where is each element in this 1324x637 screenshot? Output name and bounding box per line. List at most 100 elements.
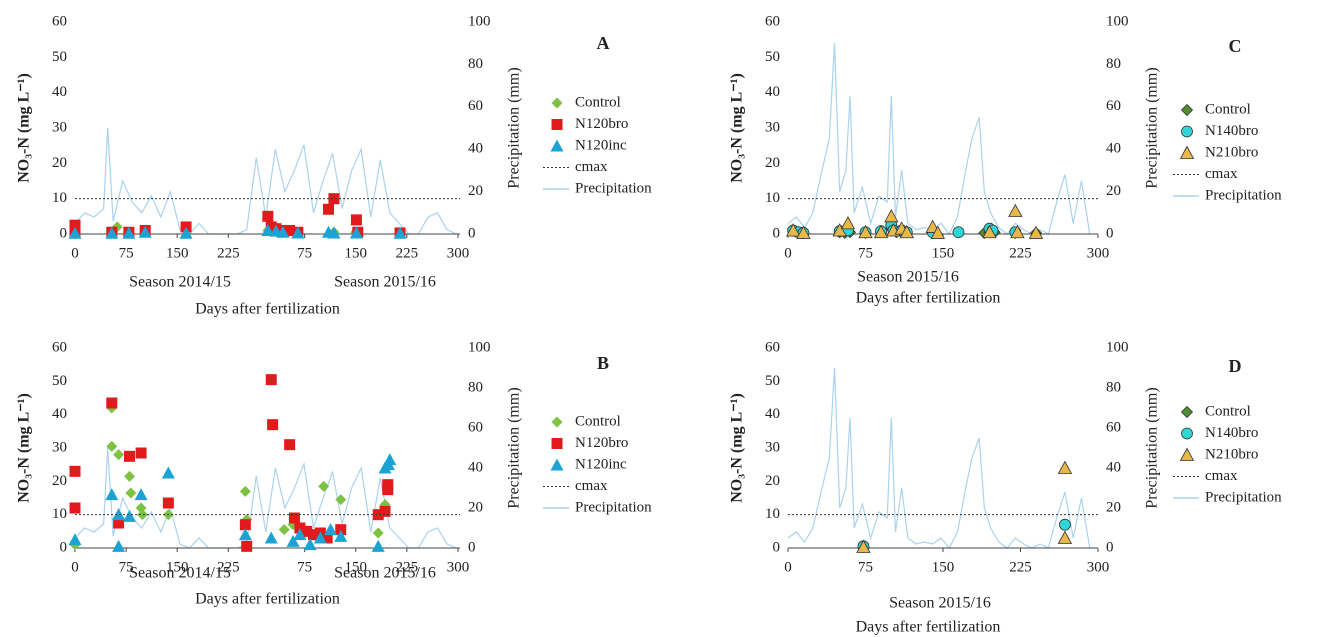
legend-swatch [1181, 427, 1193, 440]
x-tick-label: 225 [217, 559, 240, 575]
marker [124, 470, 136, 482]
marker [1057, 530, 1073, 544]
y2-tick-label: 40 [468, 141, 483, 157]
legend-label: N120inc [575, 137, 627, 153]
y2-tick-label: 40 [1106, 141, 1121, 157]
precipitation-line [787, 367, 1091, 550]
x-tick-label: 150 [166, 559, 189, 575]
x-tick-label: 0 [784, 559, 792, 575]
legend-swatch [1181, 125, 1193, 138]
y2-axis-label: Precipitation (mm) [1144, 67, 1161, 188]
marker [284, 439, 296, 451]
y2-tick-label: 100 [468, 339, 491, 355]
marker [136, 509, 148, 521]
marker [382, 484, 394, 496]
y2-tick-label: 40 [1106, 459, 1121, 475]
marker [334, 529, 348, 542]
y-tick-label: 20 [52, 155, 67, 171]
season-label: Season 2015/16 [334, 565, 436, 582]
marker [179, 226, 193, 239]
panel-letter: A [597, 33, 610, 53]
legend-swatch [550, 458, 564, 471]
y2-tick-label: 0 [468, 225, 476, 241]
x-tick-label: 75 [297, 559, 312, 575]
legend-label: N210bro [1205, 446, 1258, 462]
legend-swatch [551, 119, 563, 130]
legend-label: cmax [575, 478, 608, 494]
marker [265, 374, 277, 386]
x-tick-label: 150 [344, 245, 367, 261]
y2-tick-label: 100 [1106, 339, 1129, 355]
marker [291, 226, 305, 239]
legend-label: cmax [575, 159, 608, 175]
y-tick-label: 20 [765, 473, 780, 489]
marker [350, 214, 362, 226]
marker [262, 210, 274, 222]
marker [241, 540, 253, 552]
marker [261, 223, 275, 236]
x-tick-label: 300 [1087, 559, 1110, 575]
marker [123, 509, 137, 522]
marker [122, 226, 136, 239]
marker [371, 539, 385, 552]
marker [796, 225, 811, 239]
x-tick-label: 300 [447, 559, 470, 575]
marker [293, 528, 307, 541]
marker [138, 225, 152, 238]
marker [105, 226, 119, 239]
marker [105, 488, 119, 501]
y-tick-label: 60 [765, 339, 780, 355]
x-tick-label: 300 [1087, 245, 1110, 261]
marker [321, 532, 333, 544]
marker [1057, 460, 1073, 474]
legend-swatch [1180, 405, 1194, 419]
y2-axis-label: Precipitation (mm) [506, 67, 523, 188]
x-tick-label: 225 [1009, 245, 1032, 261]
precipitation-line [74, 127, 457, 235]
marker [307, 529, 319, 541]
x-tick-label: 75 [119, 245, 134, 261]
marker [335, 494, 347, 506]
y-tick-label: 60 [52, 13, 67, 29]
marker [318, 480, 330, 492]
marker [785, 223, 801, 237]
legend-swatch [1179, 145, 1195, 159]
marker [873, 224, 889, 239]
legend-swatch [551, 416, 563, 428]
x-tick-label: 150 [932, 559, 955, 575]
y-axis-label: NO₃-N (mg L⁻¹) [16, 73, 33, 183]
marker [267, 419, 279, 431]
legend-label: N140bro [1205, 123, 1258, 139]
marker [162, 497, 174, 509]
season-label: Season 2015/16 [857, 269, 959, 286]
marker [106, 397, 118, 409]
y-tick-label: 0 [773, 539, 781, 555]
marker [303, 538, 317, 551]
y-tick-label: 30 [765, 119, 780, 135]
x-axis-label: Days after fertilization [195, 301, 340, 318]
marker [276, 225, 290, 238]
y-tick-label: 50 [765, 373, 780, 389]
marker [286, 534, 300, 547]
marker [134, 488, 148, 501]
legend-label: Control [575, 413, 621, 429]
y-tick-label: 60 [765, 13, 780, 29]
marker [112, 508, 126, 521]
y-tick-label: 10 [765, 506, 780, 522]
marker [284, 224, 296, 236]
marker [112, 539, 126, 552]
legend-label: N120bro [575, 435, 628, 451]
y-tick-label: 10 [52, 506, 67, 522]
legend-label: Precipitation [575, 180, 652, 196]
precipitation-line [787, 43, 1091, 236]
marker [68, 226, 82, 239]
x-tick-label: 225 [396, 559, 419, 575]
y2-tick-label: 40 [468, 459, 483, 475]
marker [1008, 203, 1023, 217]
y-axis-label: NO₃-N (mg L⁻¹) [729, 393, 746, 503]
marker [328, 193, 340, 205]
marker [930, 225, 946, 239]
y2-tick-label: 80 [1106, 56, 1121, 72]
y-tick-label: 10 [765, 190, 780, 206]
